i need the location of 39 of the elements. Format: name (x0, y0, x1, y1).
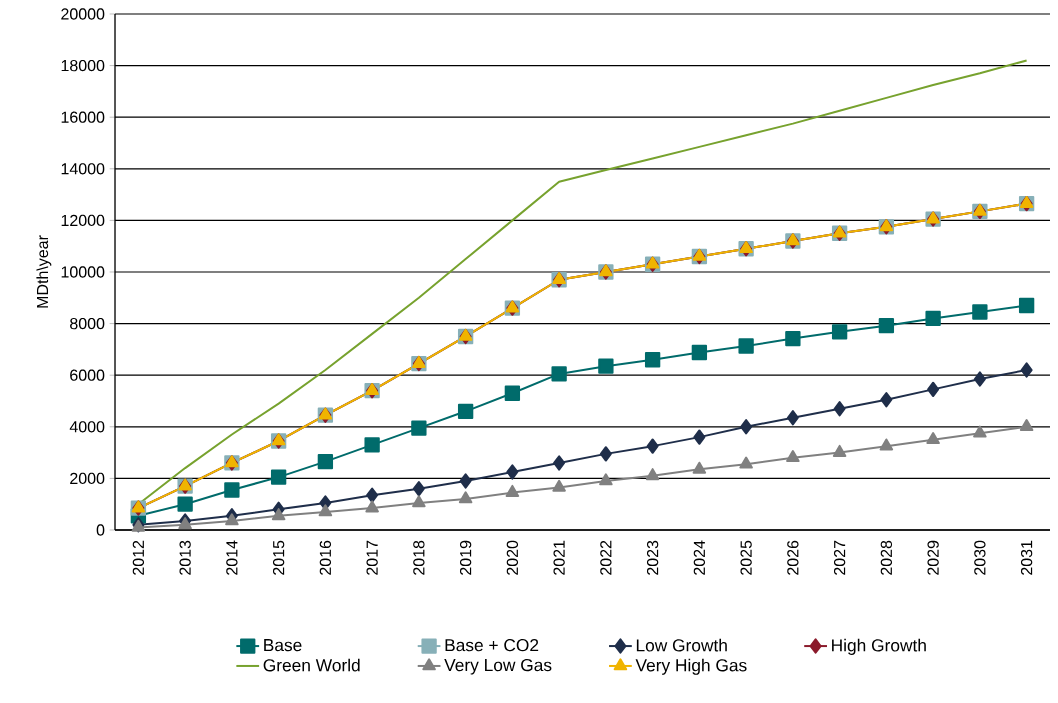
legend-label: Very Low Gas (444, 658, 552, 675)
y-tick-label: 18000 (61, 59, 105, 72)
x-tick-label: 2012 (132, 540, 145, 575)
legend-label: Low Growth (636, 638, 727, 652)
y-tick-label: 2000 (70, 472, 105, 485)
x-tick-label: 2029 (927, 540, 939, 575)
y-tick-label: 6000 (70, 369, 105, 381)
y-tick-label: 12000 (61, 214, 105, 227)
x-tick-label: 2016 (319, 540, 332, 575)
x-tick-label: 2028 (880, 540, 893, 575)
y-tick-label: 8000 (70, 317, 105, 330)
y-tick-label: 0 (96, 524, 105, 536)
x-tick-label: 2026 (787, 540, 799, 575)
x-tick-label: 2023 (646, 540, 659, 575)
y-tick-label: 14000 (61, 163, 105, 175)
y-tick-label: 4000 (69, 421, 105, 433)
x-tick-label: 2025 (740, 540, 752, 575)
x-tick-label: 2024 (693, 540, 706, 575)
y-tick-label: 16000 (61, 111, 105, 123)
legend-label: Very High Gas (635, 658, 747, 675)
x-tick-label: 2018 (413, 540, 425, 575)
x-tick-label: 2022 (600, 540, 612, 575)
legend-label: Green World (263, 658, 360, 672)
x-tick-label: 2030 (974, 540, 986, 575)
x-tick-label: 2031 (1020, 540, 1033, 575)
y-tick-label: 10000 (61, 266, 105, 278)
x-tick-label: 2014 (226, 540, 238, 575)
legend-label: Base (264, 639, 302, 652)
x-tick-label: 2027 (833, 540, 846, 575)
x-tick-label: 2015 (272, 540, 285, 575)
x-tick-label: 2017 (366, 540, 378, 575)
legend-label: High Growth (832, 638, 926, 655)
x-tick-label: 2019 (459, 540, 472, 575)
legend-label: Base + CO2 (445, 639, 539, 652)
y-tick-label: 20000 (61, 8, 105, 20)
x-tick-label: 2013 (179, 540, 191, 575)
x-tick-label: 2021 (553, 540, 565, 575)
y-axis-title: MDth\year (36, 235, 52, 308)
x-tick-label: 2020 (506, 540, 519, 575)
